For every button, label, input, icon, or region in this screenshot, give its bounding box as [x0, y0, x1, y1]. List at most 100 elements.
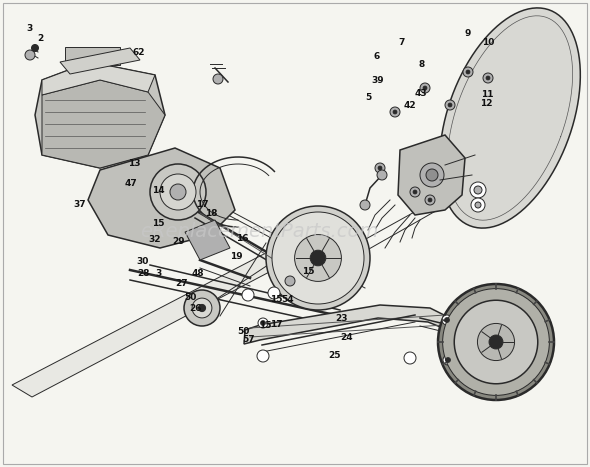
Text: 42: 42 [404, 100, 417, 110]
Circle shape [272, 212, 364, 304]
Circle shape [425, 195, 435, 205]
Polygon shape [185, 220, 230, 260]
Text: 17: 17 [270, 320, 283, 329]
Text: 39: 39 [371, 76, 384, 85]
Text: 54: 54 [281, 295, 294, 304]
Polygon shape [35, 62, 165, 168]
Bar [65, 47, 120, 65]
Circle shape [258, 318, 268, 328]
Text: 17: 17 [196, 199, 209, 209]
Text: 18: 18 [205, 209, 218, 218]
Text: 30: 30 [137, 257, 149, 266]
Circle shape [184, 290, 220, 326]
Circle shape [266, 206, 370, 310]
Circle shape [483, 73, 493, 83]
Polygon shape [244, 305, 450, 344]
Circle shape [426, 169, 438, 181]
Circle shape [423, 86, 427, 90]
Circle shape [378, 166, 382, 170]
Text: 37: 37 [73, 199, 86, 209]
Circle shape [375, 163, 385, 173]
Circle shape [170, 184, 186, 200]
Circle shape [413, 190, 417, 194]
Text: 62: 62 [132, 48, 145, 57]
Circle shape [192, 298, 212, 318]
Text: 5: 5 [366, 92, 372, 102]
Circle shape [445, 100, 455, 110]
Text: 19: 19 [230, 252, 242, 262]
Text: 6: 6 [373, 51, 379, 61]
Text: 43: 43 [415, 89, 428, 98]
Circle shape [294, 234, 342, 282]
Text: 27: 27 [175, 279, 188, 289]
Circle shape [470, 182, 486, 198]
Circle shape [404, 352, 416, 364]
Circle shape [420, 163, 444, 187]
Circle shape [444, 318, 450, 323]
Text: 14: 14 [152, 186, 165, 195]
Text: 8: 8 [419, 60, 425, 69]
Circle shape [420, 83, 430, 93]
Circle shape [377, 170, 387, 180]
Text: 10: 10 [483, 38, 494, 48]
Circle shape [463, 67, 473, 77]
Text: 29: 29 [172, 237, 185, 247]
Circle shape [466, 70, 470, 74]
Polygon shape [42, 62, 155, 95]
Circle shape [257, 350, 269, 362]
Text: 47: 47 [124, 179, 137, 188]
Circle shape [462, 340, 472, 350]
Polygon shape [60, 48, 140, 74]
Circle shape [261, 320, 266, 325]
Text: 11: 11 [481, 90, 494, 99]
Text: 25: 25 [328, 351, 341, 361]
Circle shape [489, 335, 503, 349]
Text: 12: 12 [480, 99, 493, 108]
Circle shape [393, 110, 397, 114]
Circle shape [310, 250, 326, 266]
Circle shape [448, 103, 452, 107]
Circle shape [150, 164, 206, 220]
Circle shape [464, 342, 470, 347]
Circle shape [242, 289, 254, 301]
Circle shape [410, 187, 420, 197]
Circle shape [474, 186, 482, 194]
Text: 3: 3 [155, 269, 161, 278]
Polygon shape [42, 80, 165, 168]
Circle shape [160, 174, 196, 210]
Circle shape [486, 76, 490, 80]
Text: 16: 16 [235, 234, 248, 243]
Text: 15: 15 [302, 267, 315, 276]
Text: 50: 50 [238, 327, 250, 336]
Circle shape [31, 44, 38, 51]
Text: 15: 15 [152, 219, 165, 228]
Polygon shape [12, 230, 330, 397]
Polygon shape [398, 135, 465, 215]
Text: 2: 2 [37, 34, 43, 43]
Circle shape [442, 315, 452, 325]
Circle shape [477, 324, 514, 361]
Text: 3: 3 [27, 24, 32, 34]
Text: 13: 13 [128, 159, 141, 168]
Circle shape [268, 287, 280, 299]
Circle shape [438, 284, 554, 400]
Circle shape [285, 276, 295, 286]
Text: 48: 48 [191, 269, 204, 278]
Circle shape [198, 304, 205, 311]
Circle shape [390, 107, 400, 117]
Text: 57: 57 [242, 335, 255, 345]
Circle shape [475, 202, 481, 208]
Text: 32: 32 [148, 235, 161, 244]
Text: 24: 24 [340, 333, 353, 342]
Circle shape [428, 198, 432, 202]
Text: 9: 9 [464, 29, 470, 38]
Text: 50: 50 [184, 293, 196, 303]
Circle shape [360, 200, 370, 210]
Text: 15: 15 [270, 295, 283, 304]
Text: 15: 15 [259, 321, 272, 330]
Text: 7: 7 [398, 38, 404, 48]
Text: 26: 26 [189, 304, 202, 313]
Circle shape [445, 358, 451, 362]
Text: eReplacementParts.com: eReplacementParts.com [140, 222, 379, 241]
Text: 23: 23 [335, 314, 348, 323]
